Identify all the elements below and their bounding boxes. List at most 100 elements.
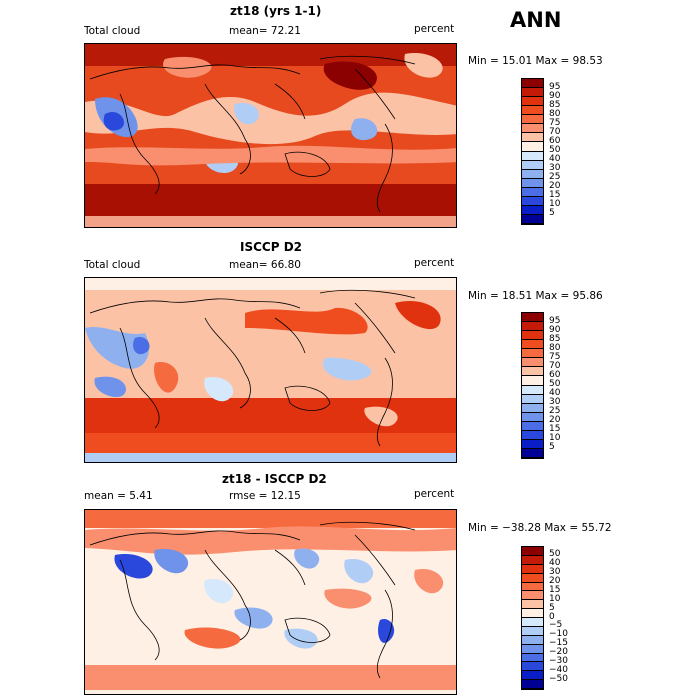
colorbar-tick-label: 40: [549, 388, 561, 399]
colorbar-tick-label: 0: [549, 611, 555, 622]
colorbar-tick-label: 50: [549, 379, 561, 389]
colorbar-tick-label: −20: [549, 647, 568, 657]
colorbar-tick-label: 90: [549, 324, 561, 335]
panel-1-stats: Min = 15.01 Max = 98.53: [468, 55, 603, 67]
colorbar-tick-label: 90: [549, 90, 561, 101]
panel-3-title: zt18 - ISCCP D2: [222, 472, 327, 486]
colorbar-swatch: [522, 376, 543, 386]
colorbar-tick-label: 60: [549, 369, 561, 380]
colorbar-swatch: [522, 313, 543, 323]
colorbar-tick-label: 95: [549, 315, 561, 326]
colorbar-swatch: [522, 564, 543, 574]
colorbar-tick-label: 5: [549, 602, 555, 613]
colorbar-tick-label: 10: [549, 593, 561, 604]
colorbar-tick-label: 70: [549, 126, 561, 137]
colorbar-tick-label: 30: [549, 163, 561, 174]
colorbar-tick-label: −5: [549, 620, 563, 631]
colorbar-swatch: [522, 555, 543, 565]
colorbar-tick-label: 25: [549, 172, 561, 183]
colorbar-swatch: [522, 403, 543, 413]
colorbar-swatch: [522, 573, 543, 583]
colorbar-tick-label: 50: [549, 145, 561, 155]
panel-1-title: zt18 (yrs 1-1): [230, 4, 322, 18]
panel-2-colorbar: [521, 312, 544, 459]
colorbar-swatch: [522, 421, 543, 431]
colorbar-swatch: [522, 680, 543, 689]
colorbar-swatch: [522, 142, 543, 152]
colorbar-swatch: [522, 644, 543, 654]
colorbar-swatch: [522, 214, 543, 224]
colorbar-swatch: [522, 106, 543, 116]
colorbar-tick-label: −10: [549, 629, 568, 640]
panel-2-units: percent: [414, 257, 455, 269]
panel-2-stats: Min = 18.51 Max = 95.86: [468, 290, 603, 302]
colorbar-swatch: [522, 133, 543, 143]
colorbar-tick-label: 5: [549, 208, 555, 219]
panel-1-colorbar: [521, 78, 544, 225]
colorbar-swatch: [522, 331, 543, 341]
colorbar-tick-label: 85: [549, 99, 561, 110]
colorbar-tick-label: 5: [549, 442, 555, 453]
colorbar-swatch: [522, 582, 543, 592]
colorbar-tick-label: 60: [549, 135, 561, 146]
panel-2-mean: mean= 66.80: [229, 259, 301, 271]
colorbar-tick-label: 95: [549, 81, 561, 92]
colorbar-tick-label: 15: [549, 584, 561, 595]
colorbar-tick-label: 80: [549, 342, 561, 353]
panel-3-map: [84, 509, 457, 695]
colorbar-swatch: [522, 322, 543, 332]
colorbar-tick-label: 20: [549, 415, 561, 426]
colorbar-swatch: [522, 547, 543, 556]
colorbar-swatch: [522, 160, 543, 170]
colorbar-tick-label: 20: [549, 181, 561, 192]
colorbar-tick-label: 40: [549, 154, 561, 165]
colorbar-tick-label: 80: [549, 108, 561, 119]
colorbar-tick-label: 50: [549, 549, 561, 560]
colorbar-tick-label: 75: [549, 351, 561, 362]
colorbar-tick-label: 30: [549, 567, 561, 578]
panel-1-mean: mean= 72.21: [229, 25, 301, 37]
panel-1-units: percent: [414, 23, 455, 35]
panel-3-units: percent: [414, 488, 455, 500]
colorbar-swatch: [522, 671, 543, 681]
colorbar-swatch: [522, 79, 543, 89]
colorbar-tick-label: 10: [549, 199, 561, 210]
colorbar-tick-label: 40: [549, 558, 561, 569]
colorbar-tick-label: −50: [549, 673, 568, 684]
colorbar-swatch: [522, 340, 543, 350]
colorbar-swatch: [522, 430, 543, 440]
colorbar-swatch: [522, 97, 543, 107]
colorbar-tick-label: 30: [549, 397, 561, 408]
colorbar-tick-label: 20: [549, 576, 561, 586]
colorbar-tick-label: 75: [549, 117, 561, 128]
panel-2-map: [84, 277, 457, 463]
colorbar-swatch: [522, 349, 543, 359]
colorbar-tick-label: 15: [549, 424, 561, 435]
colorbar-swatch: [522, 196, 543, 206]
panel-3-mean: mean = 5.41: [84, 490, 153, 502]
colorbar-swatch: [522, 412, 543, 422]
panel-3-rmse: rmse = 12.15: [229, 490, 301, 502]
colorbar-tick-label: 70: [549, 360, 561, 371]
colorbar-tick-label: 25: [549, 406, 561, 417]
colorbar-swatch: [522, 609, 543, 618]
colorbar-swatch: [522, 169, 543, 179]
colorbar-swatch: [522, 600, 543, 610]
season-label: ANN: [510, 8, 562, 32]
colorbar-tick-label: 85: [549, 333, 561, 344]
colorbar-tick-label: −15: [549, 638, 568, 649]
colorbar-swatch: [522, 439, 543, 449]
colorbar-swatch: [522, 635, 543, 645]
colorbar-tick-label: 15: [549, 190, 561, 201]
colorbar-swatch: [522, 385, 543, 395]
panel-1-left-label: Total cloud: [84, 25, 141, 37]
colorbar-swatch: [522, 394, 543, 404]
colorbar-swatch: [522, 662, 543, 672]
panel-2-left-label: Total cloud: [84, 259, 141, 271]
colorbar-swatch: [522, 115, 543, 125]
colorbar-swatch: [522, 591, 543, 601]
colorbar-swatch: [522, 205, 543, 215]
colorbar-swatch: [522, 88, 543, 98]
colorbar-swatch: [522, 358, 543, 368]
colorbar-swatch: [522, 653, 543, 663]
